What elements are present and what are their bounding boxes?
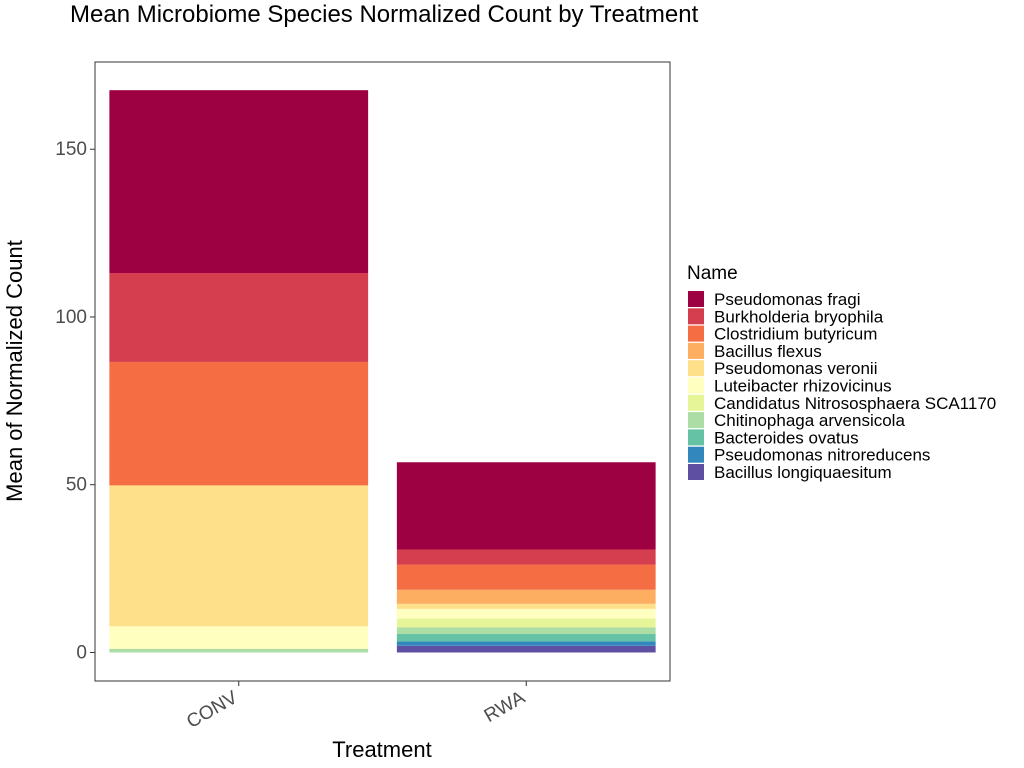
legend-label: Pseudomonas nitroreducens <box>714 446 930 465</box>
x-tick-label: CONV <box>183 687 241 733</box>
bar-segment <box>396 462 656 550</box>
legend-label: Clostridium butyricum <box>714 325 877 344</box>
x-axis-title: Treatment <box>332 737 431 762</box>
chart-title: Mean Microbiome Species Normalized Count… <box>70 1 699 28</box>
bar-segment <box>396 634 656 642</box>
legend-swatch <box>688 325 704 342</box>
y-axis-title: Mean of Normalized Count <box>2 240 27 502</box>
bar-segment <box>109 626 369 649</box>
bars-layer <box>109 90 656 653</box>
y-tick-label: 150 <box>55 139 87 160</box>
legend-swatch <box>688 342 704 359</box>
y-axis: 0 50 100 150 <box>55 139 95 663</box>
legend-swatch <box>688 394 704 411</box>
bar-segment <box>396 627 656 635</box>
bar-segment <box>396 589 656 604</box>
x-tick-label: RWA <box>481 687 529 727</box>
legend-swatch <box>688 377 704 394</box>
y-tick-label: 0 <box>76 642 87 663</box>
bar-segment <box>396 608 656 619</box>
legend-label: Pseudomonas veronii <box>714 359 877 378</box>
bar-segment <box>396 564 656 590</box>
legend-label: Bacillus flexus <box>714 342 822 361</box>
bar-segment <box>109 648 369 653</box>
bar-segment <box>396 641 656 646</box>
legend-swatch <box>688 446 704 463</box>
legend-label: Bacillus longiquaesitum <box>714 463 892 482</box>
bar-segment <box>396 618 656 628</box>
legend-swatch <box>688 412 704 429</box>
bar-segment <box>109 361 369 486</box>
legend-label: Candidatus Nitrososphaera SCA1170 <box>714 394 996 413</box>
y-tick-label: 100 <box>55 307 87 328</box>
legend-swatch <box>688 360 704 377</box>
legend-title: Name <box>687 263 738 284</box>
legend-label: Bacteroides ovatus <box>714 428 859 447</box>
legend-swatch <box>688 464 704 480</box>
bar-segment <box>396 549 656 565</box>
x-axis: CONV RWA <box>183 681 529 733</box>
legend-swatch <box>688 291 704 307</box>
legend-label: Chitinophaga arvensicola <box>714 411 905 430</box>
bar-segment <box>396 645 656 653</box>
y-tick-label: 50 <box>66 475 87 496</box>
legend-label: Luteibacter rhizovicinus <box>714 377 892 396</box>
legend-swatch <box>688 308 704 325</box>
legend-label: Burkholderia bryophila <box>714 307 884 326</box>
bar-segment <box>109 273 369 362</box>
legend-swatch <box>688 429 704 446</box>
bar-segment <box>396 603 656 609</box>
legend-label: Pseudomonas fragi <box>714 290 860 309</box>
bar-segment <box>109 90 369 274</box>
bar-segment <box>109 485 369 627</box>
